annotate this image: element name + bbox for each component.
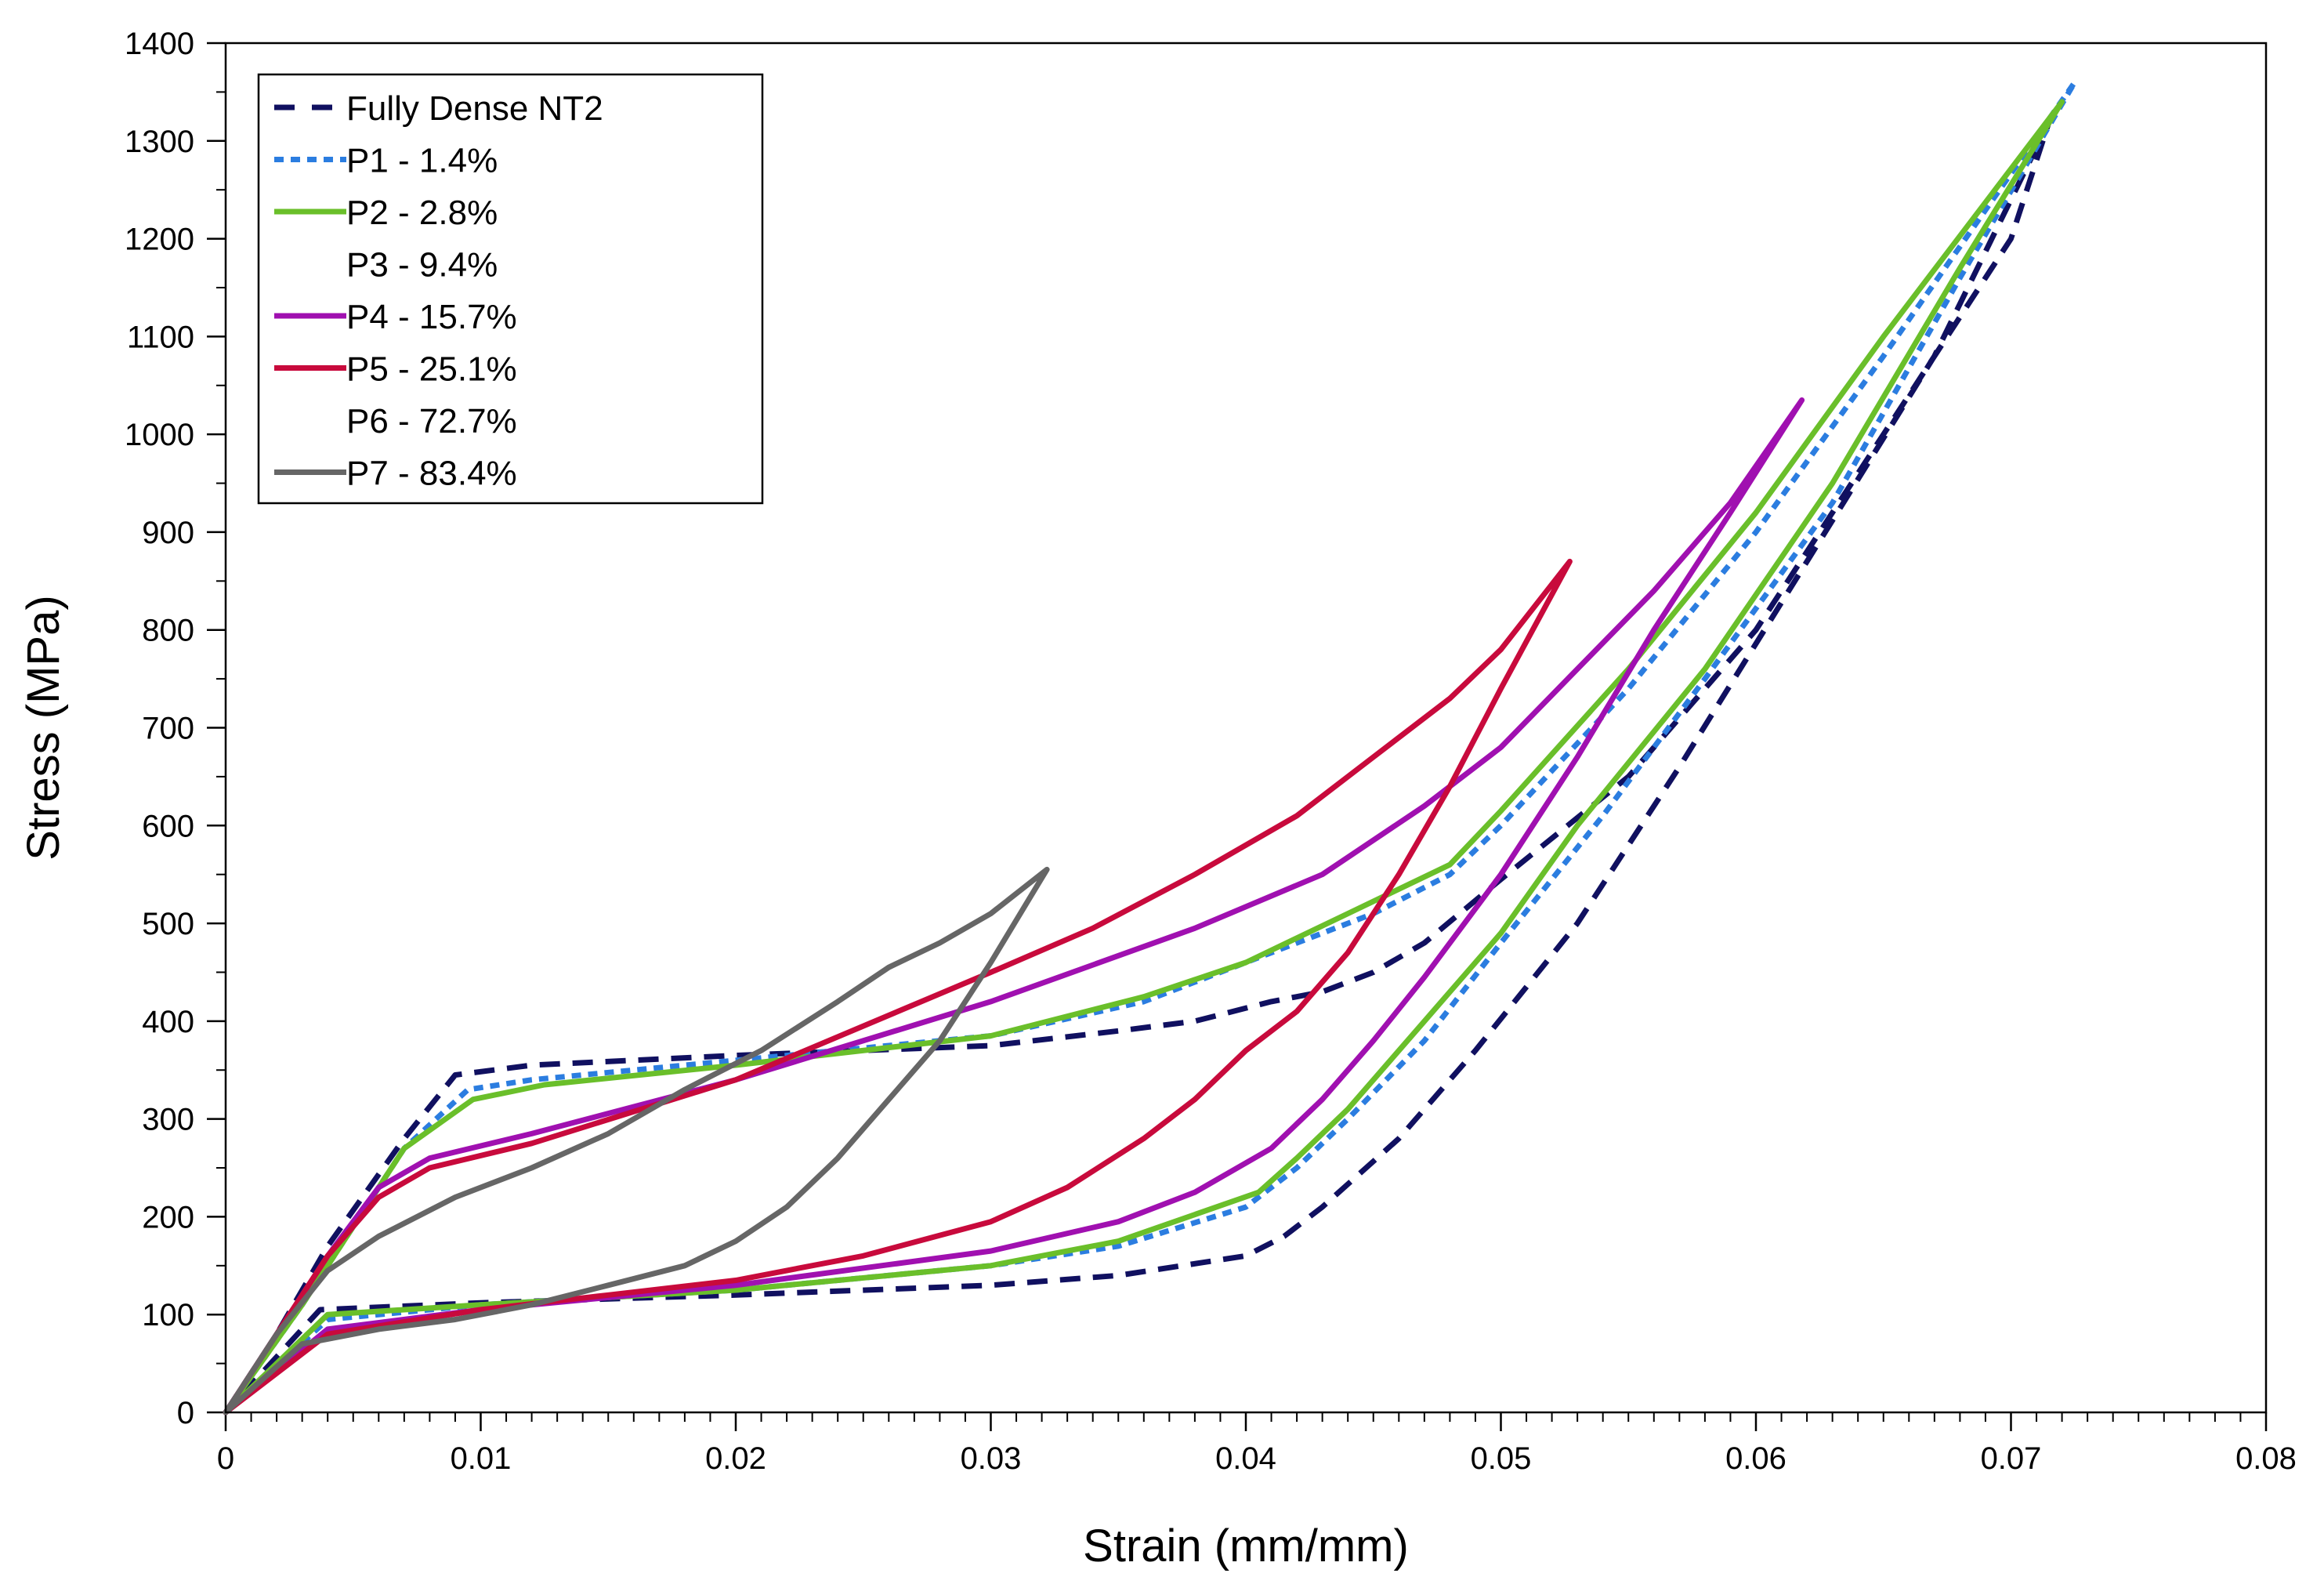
y-tick-label: 300 xyxy=(142,1103,194,1137)
y-tick-label: 700 xyxy=(142,712,194,746)
x-axis-title: Strain (mm/mm) xyxy=(1083,1521,1409,1571)
x-tick-label: 0.02 xyxy=(705,1441,766,1476)
y-tick-label: 1300 xyxy=(125,125,194,159)
series-line-p5 xyxy=(223,558,1573,1416)
series-line-p4 xyxy=(223,397,1805,1416)
y-tick-label: 200 xyxy=(142,1200,194,1234)
legend-label: P4 - 15.7% xyxy=(346,298,517,336)
series-line-p2 xyxy=(223,99,2065,1416)
y-tick-label: 600 xyxy=(142,809,194,843)
legend-label: P3 - 9.4% xyxy=(346,246,498,285)
x-tick-label: 0.03 xyxy=(961,1441,1022,1476)
y-tick-label: 1200 xyxy=(125,223,194,257)
y-tick-label: 400 xyxy=(142,1005,194,1039)
y-axis-ticks: 0 100 200 300 400 500 600 700 800 900 1000 1100 1200… xyxy=(125,27,226,1430)
x-tick-label: 0 xyxy=(217,1441,234,1476)
legend-label: P2 - 2.8% xyxy=(346,194,498,232)
series-line-fully xyxy=(223,118,2052,1415)
x-tick-label: 0.08 xyxy=(2235,1441,2297,1476)
y-tick-label: 0 xyxy=(177,1396,194,1430)
y-axis-title: Stress (MPa) xyxy=(18,595,69,860)
y-tick-label: 1000 xyxy=(125,418,194,452)
series-line-p7 xyxy=(223,866,1050,1416)
x-tick-label: 0.07 xyxy=(1981,1441,2042,1476)
series-line-p1 xyxy=(223,79,2078,1415)
series-lines xyxy=(223,79,2078,1416)
x-axis-ticks: 0 0.01 0.02 0.03 0.04 0.05 0.06 0.07 0.08 xyxy=(217,1412,2297,1476)
x-tick-label: 0.05 xyxy=(1471,1441,1532,1476)
legend-label: P7 - 83.4% xyxy=(346,455,517,493)
y-tick-label: 1400 xyxy=(125,27,194,61)
legend-label: P5 - 25.1% xyxy=(346,350,517,389)
legend: Fully Dense NT2 P1 - 1.4% P2 - 2.8% P3 - 9.… xyxy=(257,73,764,505)
legend-label: P1 - 1.4% xyxy=(346,142,498,180)
legend-label: Fully Dense NT2 xyxy=(346,89,603,128)
y-tick-label: 800 xyxy=(142,614,194,648)
x-tick-label: 0.06 xyxy=(1725,1441,1786,1476)
y-tick-label: 1100 xyxy=(127,320,194,354)
x-tick-label: 0.01 xyxy=(451,1441,512,1476)
legend-label: P6 - 72.7% xyxy=(346,402,517,440)
y-tick-label: 500 xyxy=(142,907,194,941)
y-tick-label: 900 xyxy=(142,516,194,550)
plot-area-frame xyxy=(224,42,2268,1414)
y-tick-label: 100 xyxy=(142,1298,194,1332)
x-tick-label: 0.04 xyxy=(1215,1441,1276,1476)
legend-box xyxy=(257,73,764,505)
